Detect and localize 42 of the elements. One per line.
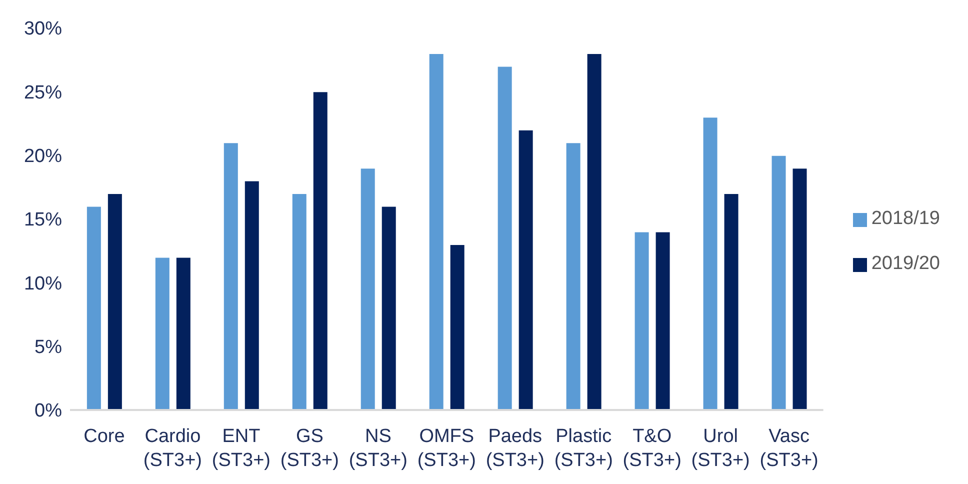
legend-label: 2019/20	[871, 253, 940, 274]
bar	[496, 66, 513, 410]
bar	[291, 193, 308, 410]
bar	[723, 193, 740, 410]
y-tick-label: 5%	[34, 337, 62, 358]
bar	[86, 206, 102, 410]
bar	[222, 142, 239, 410]
x-tick-label: NS (ST3+)	[348, 426, 408, 471]
bar	[380, 206, 397, 410]
legend-label: 2018/19	[871, 208, 940, 229]
y-tick-label: 30%	[24, 18, 62, 40]
bar	[360, 168, 376, 410]
x-tick-label: Cardio (ST3+)	[143, 426, 202, 471]
x-tick-label: Core	[84, 426, 125, 447]
x-tick-label: Urol (ST3+)	[691, 426, 750, 471]
y-tick-label: 10%	[24, 273, 62, 294]
x-tick-label: GS (ST3+)	[280, 426, 339, 471]
bar	[654, 231, 671, 410]
x-tick-label: Paeds (ST3+)	[486, 426, 544, 471]
x-tick-label: Plastic (ST3+)	[554, 426, 613, 471]
bar	[634, 231, 650, 410]
bar	[565, 142, 582, 410]
bar	[312, 91, 328, 410]
bar	[792, 168, 808, 410]
bar	[770, 154, 787, 410]
bar	[518, 129, 534, 410]
x-tick-label: OMFS (ST3+)	[417, 426, 476, 471]
bar	[428, 52, 444, 410]
y-tick-label: 15%	[24, 210, 62, 231]
y-tick-label: 25%	[24, 82, 62, 104]
bar	[449, 244, 466, 410]
bar	[586, 52, 602, 410]
bar	[175, 256, 192, 410]
x-tick-label: T&O (ST3+)	[622, 426, 682, 471]
bar	[106, 193, 123, 410]
x-tick-label: Vasc (ST3+)	[760, 426, 818, 471]
y-tick-label: 0%	[34, 400, 62, 422]
bar	[154, 256, 170, 410]
y-tick-label: 20%	[24, 146, 62, 168]
bar	[702, 116, 718, 410]
x-tick-label: ENT (ST3+)	[212, 426, 271, 471]
bar	[244, 180, 260, 410]
